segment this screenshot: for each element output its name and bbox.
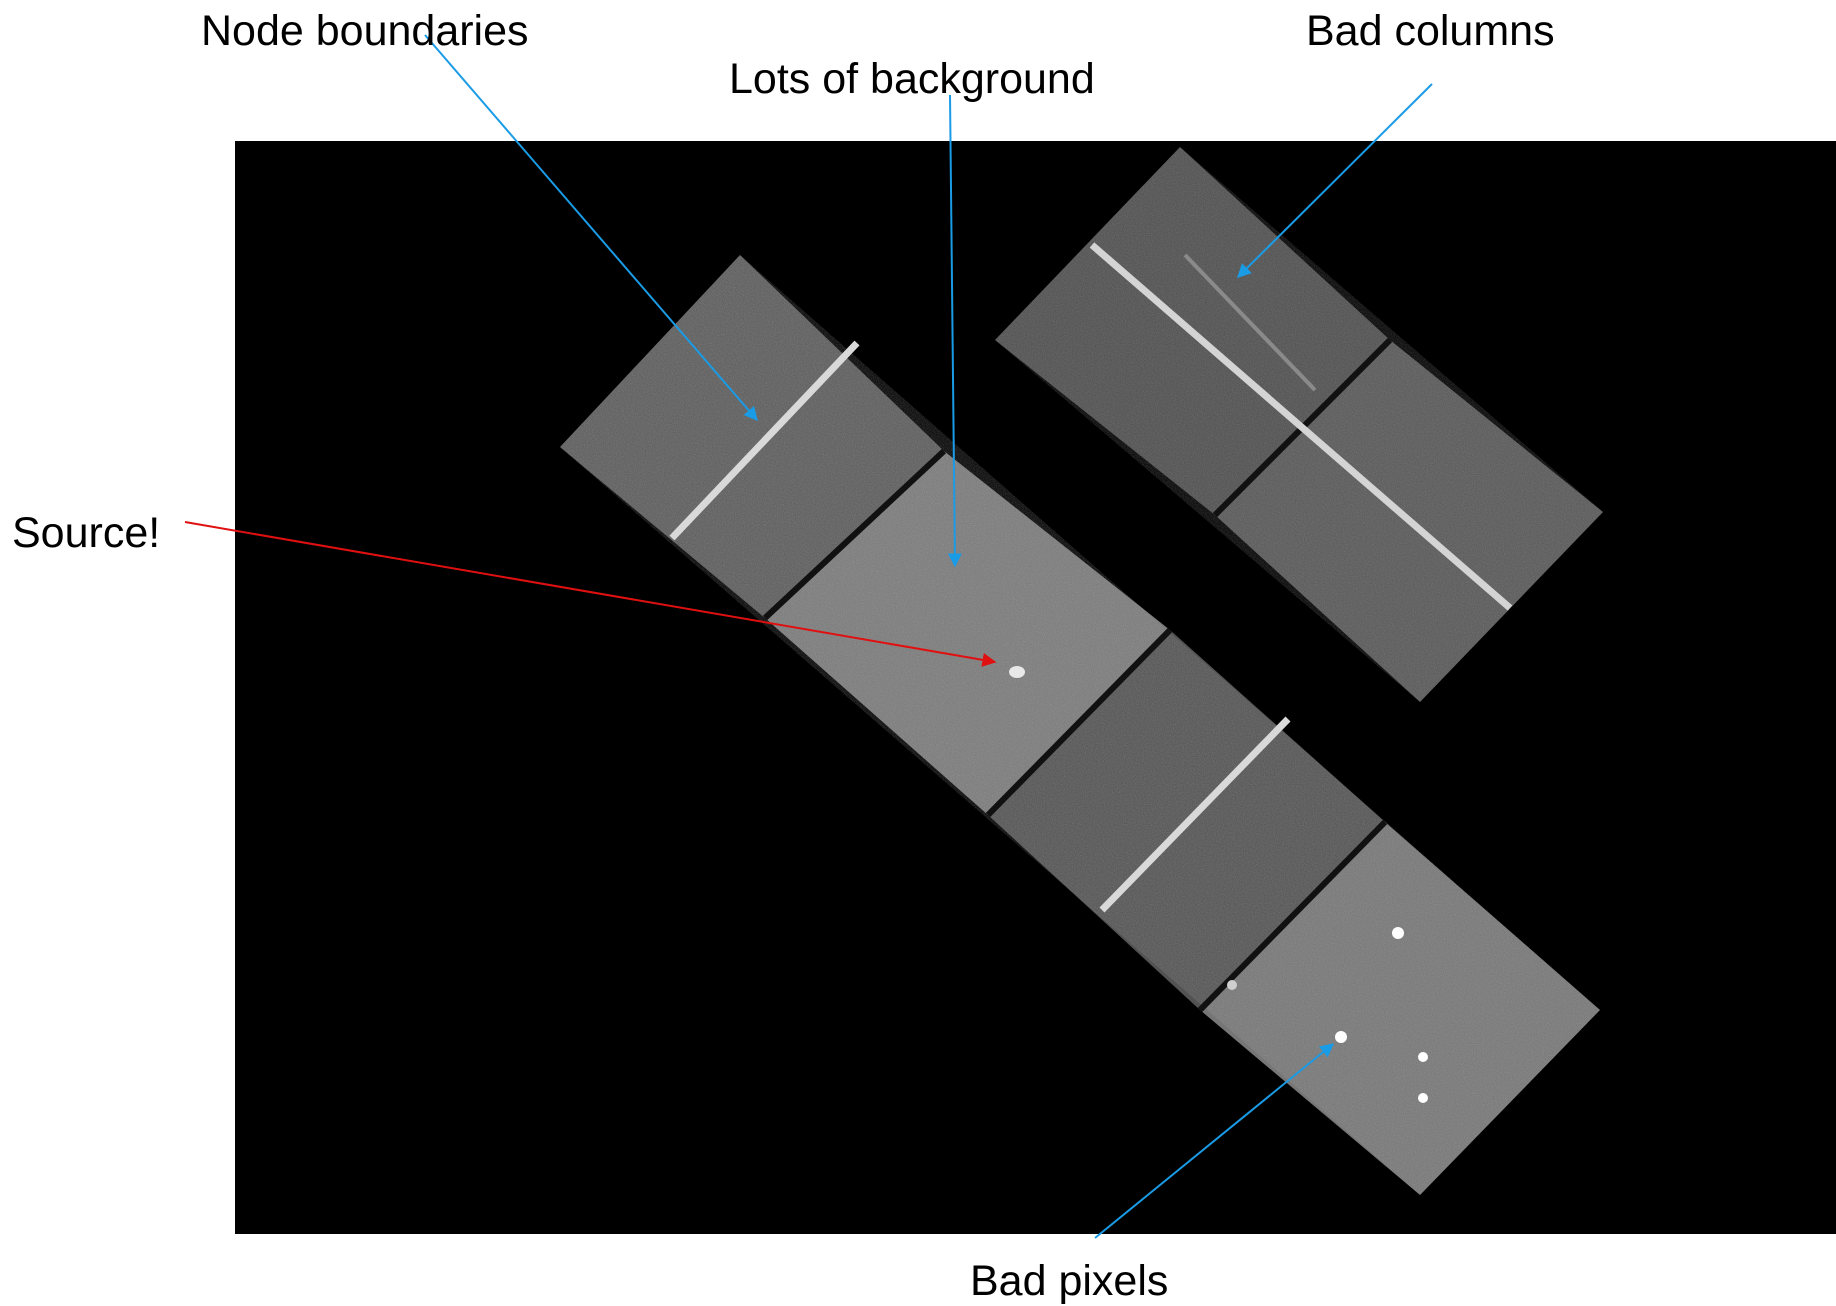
bad-pixels-arrow <box>1094 1043 1335 1239</box>
bad-pixel <box>1335 1031 1347 1043</box>
node-boundary-gap <box>1197 819 1388 1013</box>
source-arrow <box>184 521 997 667</box>
detector-chip-right <box>995 147 1603 702</box>
node-boundaries-label: Node boundaries <box>201 7 529 55</box>
bad-pixel <box>1418 1052 1428 1062</box>
bad-columns-arrow <box>1237 83 1433 278</box>
lots-of-background-label: Lots of background <box>729 55 1095 103</box>
background-arrow <box>947 94 962 568</box>
bad-pixel <box>1392 927 1404 939</box>
bad-column-streak <box>1089 242 1513 611</box>
source-blob <box>1009 666 1025 678</box>
detector-chip-left <box>560 255 1600 1195</box>
bad-column-streak <box>669 340 860 541</box>
source-label: Source! <box>12 509 161 557</box>
bad-pixel <box>1418 1093 1428 1103</box>
bad-pixels-label: Bad pixels <box>970 1257 1169 1305</box>
bad-pixel <box>1227 980 1237 990</box>
bad-column-streak <box>1099 716 1291 913</box>
bad-columns-label: Bad columns <box>1306 7 1555 55</box>
node-boundaries-arrow <box>424 34 758 422</box>
node-boundary-gap <box>762 448 947 621</box>
bad-column-streak <box>1183 253 1317 392</box>
node-boundary-gap <box>985 627 1173 818</box>
